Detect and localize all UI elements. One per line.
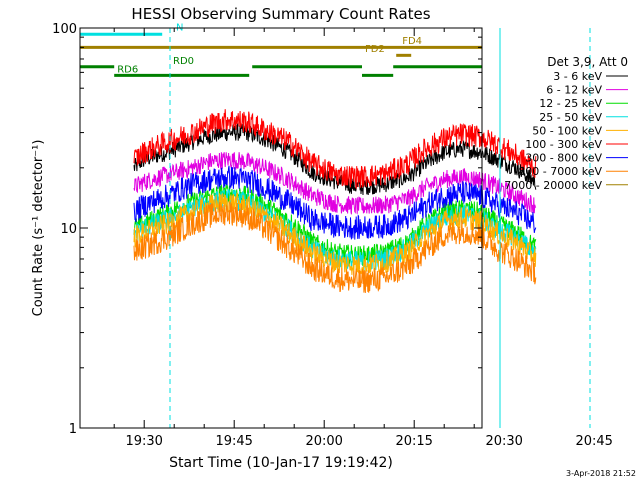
x-axis-label: Start Time (10-Jan-17 19:19:42)	[169, 455, 393, 471]
flag-label-fd4: FD4	[402, 36, 422, 47]
ticks: 19:30 19:45 20:00 20:15 20:30 20:45 1 10 100	[52, 22, 613, 449]
y-axis-label: Count Rate (s⁻¹ detector⁻¹)	[31, 140, 46, 317]
x-tick-label: 20:00	[305, 434, 342, 449]
series-trace	[133, 152, 537, 215]
series-6-12kev	[133, 152, 537, 215]
legend-entry-label: 3 - 6 keV	[553, 70, 602, 83]
legend-title: Det 3,9, Att 0	[547, 55, 628, 69]
y-tick-label: 100	[52, 22, 77, 37]
series-50-100kev	[133, 192, 537, 276]
x-tick-label: 20:45	[575, 434, 612, 449]
series-300-800kev	[133, 165, 537, 240]
x-tick-label: 20:15	[395, 434, 432, 449]
y-tick-label: 1	[69, 422, 77, 437]
flag-label-rd0: RD0	[173, 56, 194, 67]
legend-entry-label: 100 - 300 keV	[525, 138, 602, 151]
series-trace	[133, 109, 537, 190]
chart-title: HESSI Observing Summary Count Rates	[131, 5, 430, 23]
x-tick-label: 19:30	[125, 434, 162, 449]
legend-entry-label: 6 - 12 keV	[546, 84, 602, 97]
x-tick-label: 20:30	[485, 434, 522, 449]
legend-entry-label: 300 - 800 keV	[525, 152, 602, 165]
flag-label-fd2: FD2	[365, 44, 385, 55]
flag-label-rd6: RD6	[117, 64, 138, 75]
series-800-7000kev	[133, 201, 537, 293]
legend-entry-label: 50 - 100 keV	[532, 124, 602, 137]
legend-entry-label: 7000 - 20000 keV	[504, 179, 602, 192]
series-trace	[133, 192, 537, 276]
legend-entry-label: 12 - 25 keV	[539, 97, 602, 110]
legend-entry-label: 25 - 50 keV	[539, 111, 602, 124]
x-tick-label: 19:45	[215, 434, 252, 449]
series-trace	[133, 201, 537, 293]
footer-timestamp: 3-Apr-2018 21:52	[566, 469, 636, 478]
series-trace	[133, 165, 537, 240]
series-100-300kev	[133, 109, 537, 190]
y-tick-label: 10	[60, 222, 77, 237]
series-layer	[133, 109, 537, 293]
legend-entry-label: 800 - 7000 keV	[518, 165, 602, 178]
